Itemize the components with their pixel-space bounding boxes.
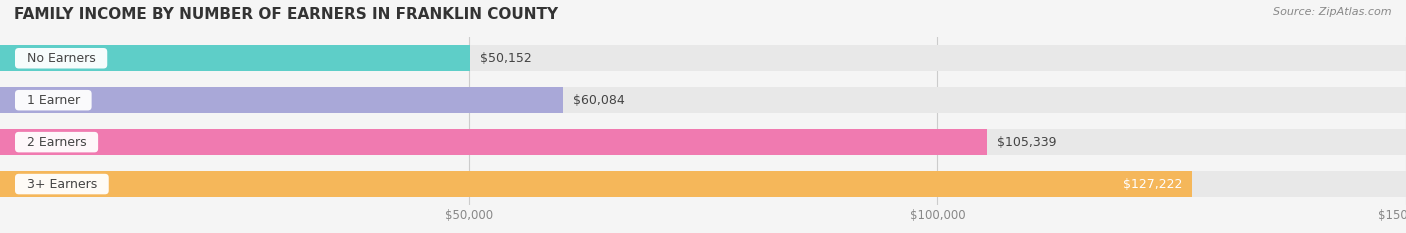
Bar: [0, 87, 1406, 113]
Text: Source: ZipAtlas.com: Source: ZipAtlas.com: [1274, 7, 1392, 17]
Bar: [0, 45, 1406, 71]
Bar: [0, 87, 564, 113]
Text: $105,339: $105,339: [997, 136, 1057, 149]
Bar: [0, 129, 1406, 155]
Text: 1 Earner: 1 Earner: [18, 94, 87, 107]
Bar: [0, 45, 470, 71]
Text: $50,152: $50,152: [479, 52, 531, 65]
Text: $60,084: $60,084: [574, 94, 624, 107]
Text: $127,222: $127,222: [1123, 178, 1182, 191]
Text: 2 Earners: 2 Earners: [18, 136, 94, 149]
Bar: [0, 129, 987, 155]
Text: 3+ Earners: 3+ Earners: [18, 178, 105, 191]
Text: No Earners: No Earners: [18, 52, 104, 65]
Bar: [0, 171, 1192, 197]
Text: FAMILY INCOME BY NUMBER OF EARNERS IN FRANKLIN COUNTY: FAMILY INCOME BY NUMBER OF EARNERS IN FR…: [14, 7, 558, 22]
Bar: [0, 171, 1406, 197]
